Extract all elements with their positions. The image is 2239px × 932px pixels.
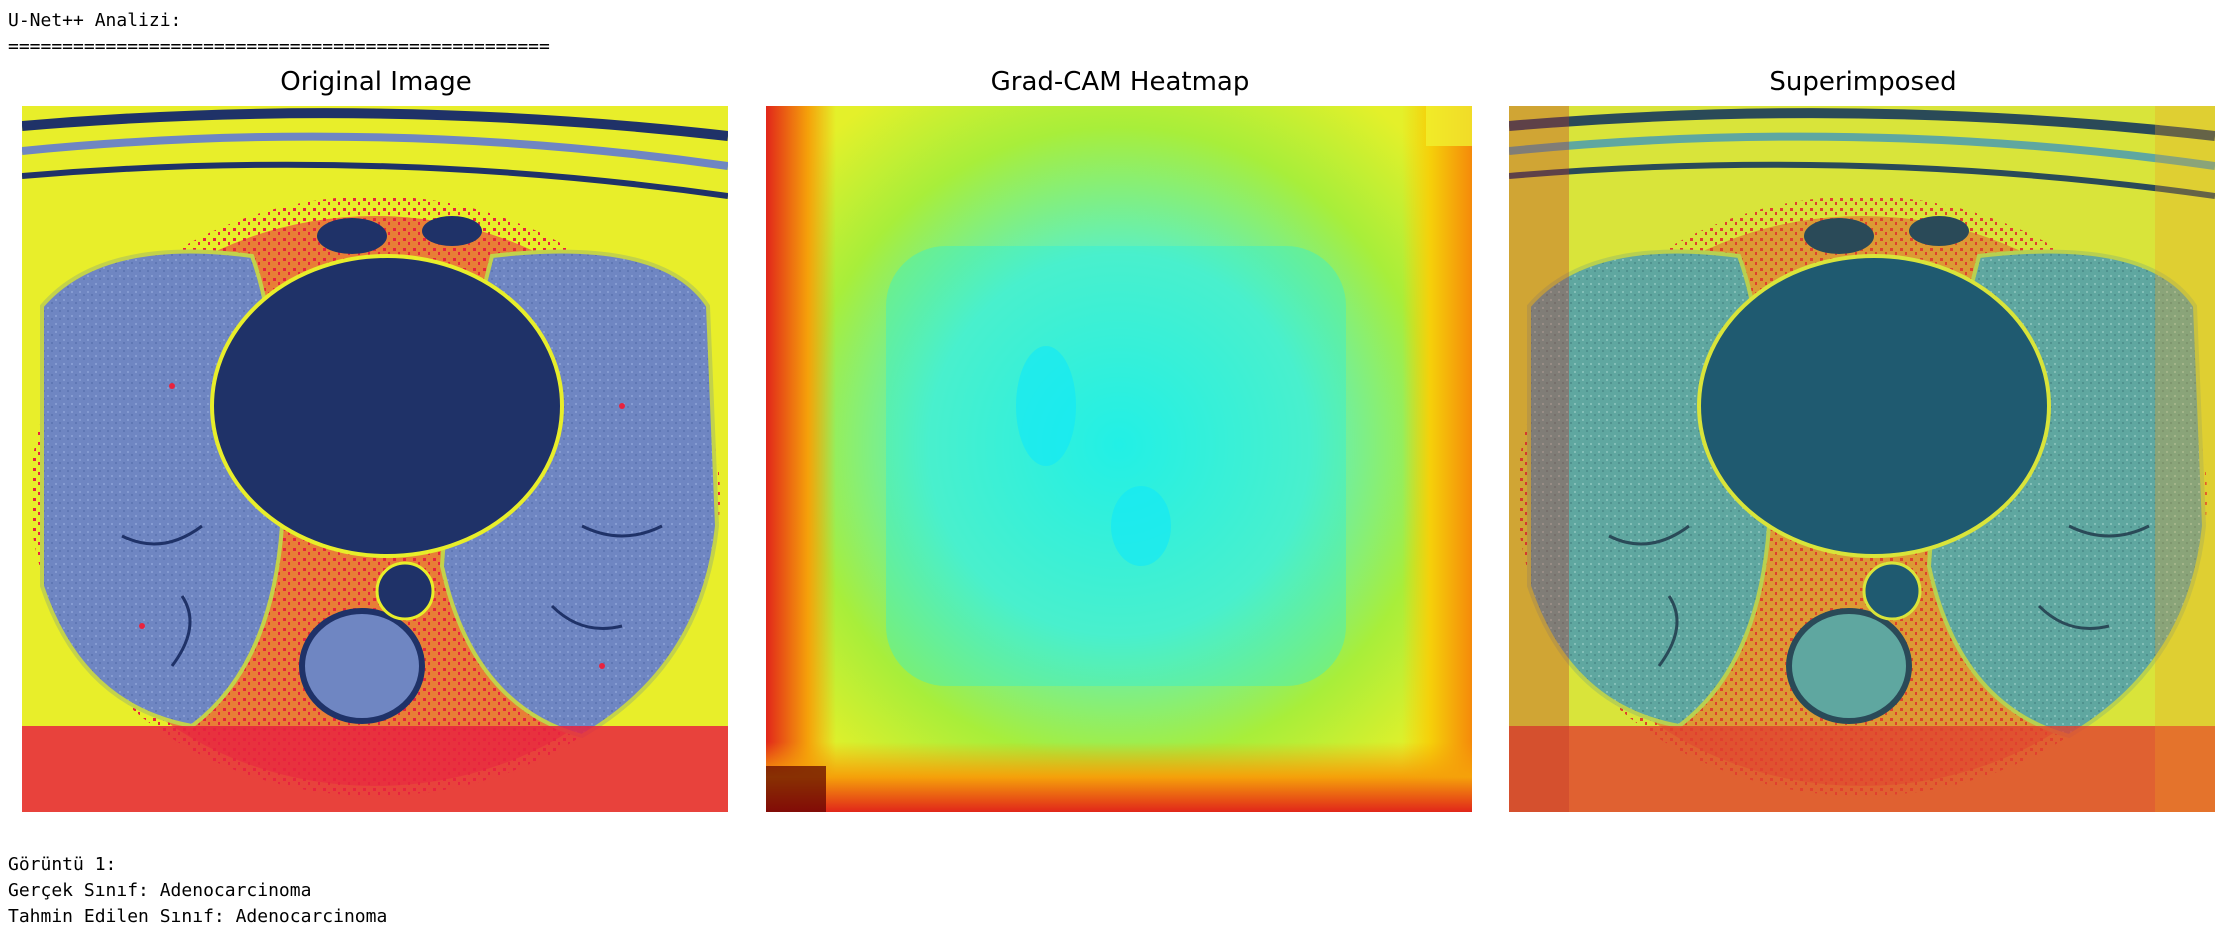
image-index-line: Görüntü 1: (8, 854, 117, 875)
panel-title-heatmap: Grad-CAM Heatmap (990, 67, 1250, 97)
original-image-panel: Original Image (22, 64, 730, 812)
separator-line: ========================================… (8, 36, 550, 57)
superimposed-image (1509, 106, 2215, 812)
output-footer: Görüntü 1: Gerçek Sınıf: Adenocarcinoma … (8, 852, 387, 930)
original-ct-image (22, 106, 728, 812)
superimposed-panel: Superimposed (1509, 64, 2217, 812)
gradcam-heatmap-image (766, 106, 1472, 812)
heatmap-panel: Grad-CAM Heatmap (766, 64, 1474, 812)
true-class-line: Gerçek Sınıf: Adenocarcinoma (8, 880, 312, 901)
panel-title-superimposed: Superimposed (1769, 67, 1957, 97)
predicted-class-line: Tahmin Edilen Sınıf: Adenocarcinoma (8, 906, 388, 927)
panel-title-original: Original Image (280, 67, 472, 97)
output-header: U-Net++ Analizi: =======================… (8, 8, 550, 60)
analysis-title: U-Net++ Analizi: (8, 10, 182, 31)
